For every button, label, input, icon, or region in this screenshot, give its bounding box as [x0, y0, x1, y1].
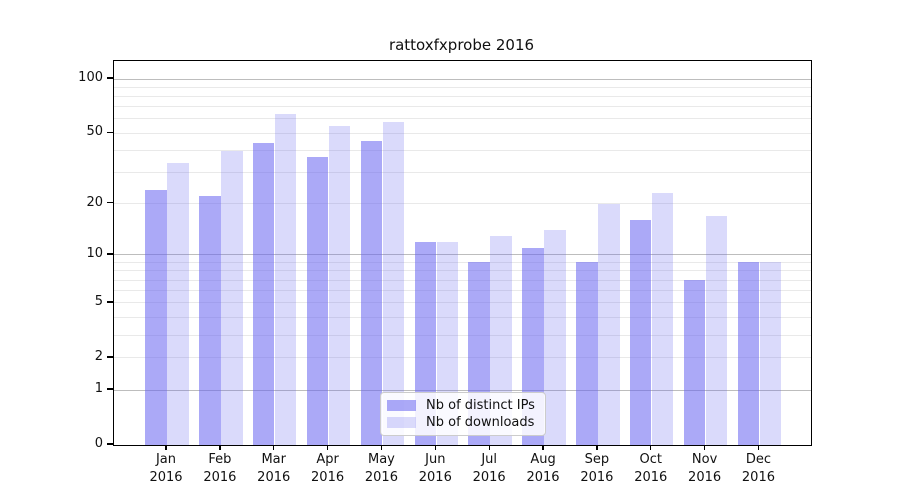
y-tick — [107, 301, 113, 303]
x-tick-label: Jun 2016 — [418, 452, 452, 485]
gridline-minor — [114, 132, 811, 134]
x-tick-label: Apr 2016 — [311, 452, 345, 485]
bar-downloads-jan — [167, 163, 189, 445]
bar-distinct-ips-mar — [252, 143, 275, 445]
gridline-minor — [114, 106, 811, 108]
bar-downloads-nov — [705, 215, 728, 445]
x-tick — [488, 445, 490, 450]
y-tick — [107, 388, 113, 390]
bar-distinct-ips-may — [360, 141, 383, 445]
gridline-minor — [114, 149, 811, 151]
gridline-minor — [114, 290, 811, 292]
x-tick-label: Jan 2016 — [149, 452, 183, 485]
x-tick — [542, 445, 544, 450]
legend: Nb of distinct IPs Nb of downloads — [380, 392, 546, 436]
gridline-minor — [114, 316, 811, 318]
y-tick-label: 0 — [94, 436, 103, 451]
bar-downloads-mar — [274, 113, 297, 445]
y-tick-label: 20 — [86, 194, 103, 210]
bar-distinct-ips-oct — [629, 220, 652, 445]
x-tick — [165, 445, 167, 450]
y-tick — [107, 131, 113, 133]
x-tick-label: Nov 2016 — [688, 452, 722, 485]
gridline-minor — [114, 86, 811, 88]
y-tick-label: 5 — [94, 293, 103, 309]
legend-swatch-downloads — [387, 417, 416, 428]
bar-distinct-ips-nov — [683, 280, 706, 445]
bar-downloads-dec — [759, 262, 782, 445]
y-tick-label: 1 — [94, 381, 103, 397]
x-tick-label: Jul 2016 — [472, 452, 506, 485]
x-tick-label: May 2016 — [364, 452, 398, 485]
x-tick — [650, 445, 652, 450]
x-tick — [219, 445, 221, 450]
x-tick — [380, 445, 383, 450]
bar-downloads-feb — [221, 150, 243, 445]
bar-distinct-ips-jan — [145, 189, 167, 445]
x-tick — [434, 445, 436, 450]
bar-distinct-ips-dec — [737, 262, 760, 445]
x-tick-label: Feb 2016 — [203, 452, 237, 485]
gridline-minor — [114, 270, 811, 272]
x-tick — [596, 445, 598, 450]
gridline-minor — [114, 203, 811, 205]
gridline-minor — [114, 172, 811, 174]
gridline-major — [114, 78, 811, 80]
bar-downloads-may — [382, 121, 405, 445]
y-tick-label: 50 — [86, 124, 103, 140]
x-tick-label: Mar 2016 — [257, 452, 291, 485]
bar-distinct-ips-sep — [576, 262, 598, 445]
chart-title: rattoxfxprobe 2016 — [388, 36, 535, 54]
x-tick-label: Oct 2016 — [634, 452, 668, 485]
x-tick-label: Aug 2016 — [526, 452, 560, 485]
plot-area — [113, 60, 812, 446]
y-tick — [107, 443, 113, 445]
y-tick-label: 10 — [86, 245, 103, 261]
bar-downloads-oct — [651, 192, 674, 445]
y-tick — [107, 77, 113, 79]
gridline-major — [114, 389, 811, 391]
x-tick-label: Dec 2016 — [741, 452, 775, 485]
y-tick-label: 100 — [78, 70, 103, 85]
gridline-minor — [114, 96, 811, 97]
legend-row-distinct-ips: Nb of distinct IPs — [387, 398, 537, 413]
x-tick — [326, 445, 329, 450]
bar-distinct-ips-feb — [199, 196, 221, 445]
y-tick — [107, 253, 113, 255]
bar-downloads-sep — [598, 203, 620, 445]
legend-swatch-distinct-ips — [387, 400, 416, 411]
gridline-minor — [114, 357, 811, 359]
y-tick — [107, 201, 113, 204]
gridline-minor — [114, 302, 811, 304]
legend-label-distinct-ips: Nb of distinct IPs — [426, 398, 535, 413]
y-tick — [107, 356, 113, 358]
x-tick — [273, 445, 275, 450]
legend-label-downloads: Nb of downloads — [426, 415, 535, 430]
bar-distinct-ips-apr — [306, 156, 329, 445]
gridline-minor — [114, 334, 811, 336]
bar-downloads-aug — [544, 230, 566, 445]
gridline-minor — [114, 279, 811, 281]
x-tick-label: Sep 2016 — [580, 452, 614, 485]
gridline-minor — [114, 118, 811, 120]
x-tick — [704, 445, 706, 450]
bar-downloads-apr — [328, 125, 351, 445]
x-tick — [757, 445, 760, 450]
gridline-major — [114, 254, 811, 256]
legend-row-downloads: Nb of downloads — [387, 415, 537, 430]
y-tick-label: 2 — [94, 348, 103, 364]
gridline-minor — [114, 261, 811, 263]
